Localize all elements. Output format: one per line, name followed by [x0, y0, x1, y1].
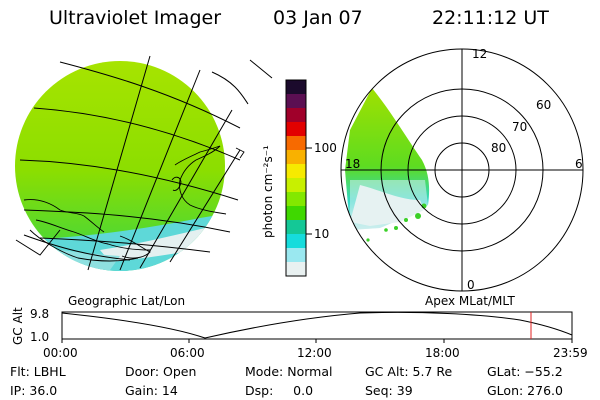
mlt-label-12: 12: [472, 47, 488, 61]
geo-map-label: Geographic Lat/Lon: [68, 294, 186, 308]
mlat-label-80: 80: [491, 141, 507, 155]
altitude-xtick: 23:59: [553, 346, 588, 360]
polar-plot: [340, 48, 584, 292]
altitude-xtick: 00:00: [43, 346, 78, 360]
mlat-label-60: 60: [536, 98, 552, 112]
geographic-map: [15, 55, 273, 271]
colorbar-segment: [286, 94, 306, 109]
colorbar-segment: [286, 108, 306, 123]
instrument-title: Ultraviolet Imager: [49, 7, 222, 29]
colorbar-tick-10: 10: [314, 227, 330, 241]
info-seq: Seq: 39: [365, 383, 413, 398]
colorbar-segment: [286, 80, 306, 95]
altitude-ytick-top: 9.8: [30, 307, 50, 321]
info-mode: Mode: Normal: [245, 364, 333, 379]
time-label: 22:11:12 UT: [432, 7, 549, 29]
altitude-ylabel: GC Alt: [11, 307, 25, 345]
colorbar-segment: [286, 220, 306, 235]
colorbar-segment: [286, 136, 306, 151]
colorbar-tick-100: 100: [314, 141, 337, 155]
polar-plot-label: Apex MLat/MLT: [425, 294, 515, 308]
colorbar-segment: [286, 122, 306, 137]
altitude-xtick: 06:00: [170, 346, 205, 360]
colorbar-segment: [286, 262, 306, 277]
colorbar-segment: [286, 150, 306, 165]
colorbar: [285, 79, 312, 277]
mlat-label-70: 70: [512, 120, 528, 134]
colorbar-unit-label: photon cm⁻²s⁻¹: [261, 145, 275, 238]
colorbar-segment: [286, 192, 306, 207]
info-gain: Gain: 14: [125, 383, 178, 398]
info-glon: GLon: 276.0: [487, 383, 563, 398]
date-label: 03 Jan 07: [273, 7, 363, 29]
info-filter: Flt: LBHL: [10, 364, 66, 379]
altitude-xtick: 18:00: [425, 346, 460, 360]
info-ip: IP: 36.0: [10, 383, 58, 398]
altitude-xtick: 12:00: [297, 346, 332, 360]
colorbar-segment: [286, 164, 306, 179]
altitude-plot: [61, 311, 573, 343]
mlt-label-18: 18: [345, 157, 361, 171]
colorbar-segment: [286, 234, 306, 249]
colorbar-segment: [286, 178, 306, 193]
info-glat: GLat: −55.2: [487, 364, 563, 379]
colorbar-segment: [286, 206, 306, 221]
mlt-label-0: 0: [467, 278, 475, 292]
info-door: Door: Open: [125, 364, 197, 379]
mlt-label-6: 6: [575, 157, 583, 171]
info-dsp: Dsp: 0.0: [245, 383, 314, 398]
colorbar-segment: [286, 248, 306, 263]
info-gc-alt: GC Alt: 5.7 Re: [365, 364, 453, 379]
altitude-ytick-bottom: 1.0: [30, 330, 50, 344]
